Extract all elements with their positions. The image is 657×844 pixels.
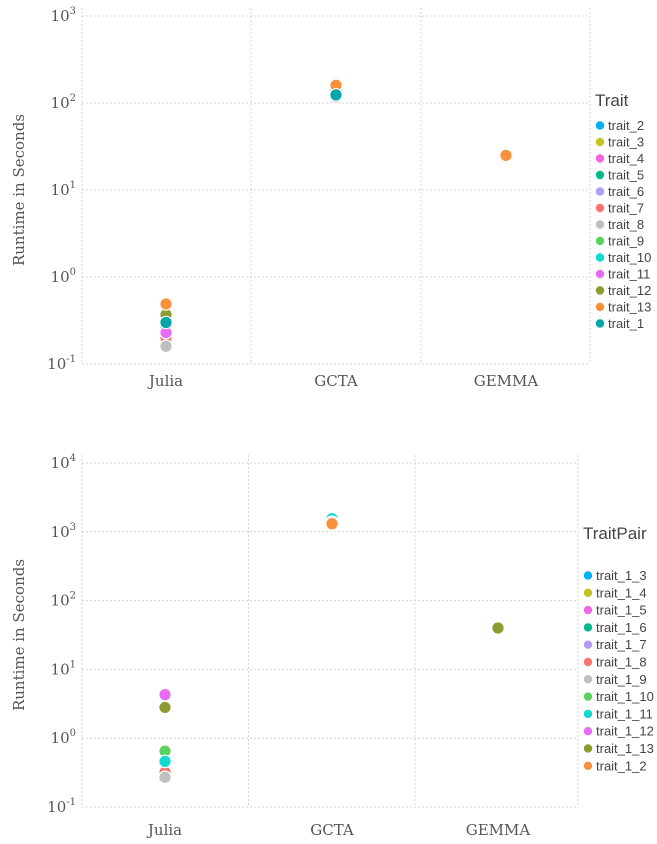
- legend-label: trait_6: [608, 184, 644, 199]
- legend-swatch: [595, 137, 605, 147]
- legend-label: trait_1_7: [596, 637, 647, 652]
- legend-label: trait_2: [608, 118, 644, 133]
- legend-label: trait_1_6: [596, 620, 647, 635]
- y-tick-label: 101: [51, 659, 76, 678]
- y-tick-label: 102: [51, 591, 76, 610]
- legend-swatch: [583, 727, 593, 736]
- y-tick-label: 100: [51, 267, 76, 286]
- legend-swatch: [595, 154, 605, 163]
- chart-svg-traitpair: 10-1 100 101 102 103 104 Julia GCTA GEMMA Runtime…: [10, 453, 654, 839]
- data-point-trait_1_11-julia: [158, 754, 172, 769]
- legend-swatch: [595, 121, 605, 130]
- legend-swatch: [595, 319, 605, 328]
- y-axis-title: Runtime in Seconds: [10, 559, 28, 711]
- legend-label: trait_3: [608, 135, 644, 150]
- data-point-trait_1_13-gemma: [491, 621, 505, 635]
- legend-label: trait_9: [608, 234, 644, 249]
- runtime-chart-traitpair: 10-1 100 101 102 103 104 Julia GCTA GEMMA Runtime…: [0, 435, 657, 844]
- legend-label: trait_1_12: [596, 724, 654, 739]
- legend-label: trait_5: [608, 168, 644, 183]
- y-tick-label: 102: [51, 93, 76, 112]
- legend-label: trait_1_8: [596, 655, 647, 670]
- legend-swatch: [583, 692, 593, 701]
- legend-swatch: [583, 571, 593, 580]
- chart-svg-trait: 10-1 100 101 102 103 Julia GCTA GEMMA Runtime in…: [10, 6, 651, 390]
- y-tick-label: 101: [51, 180, 76, 199]
- legend-label: trait_11: [608, 267, 650, 282]
- legend-label: trait_4: [608, 151, 644, 166]
- legend-swatch: [583, 709, 593, 719]
- legend-label: trait_1_10: [596, 689, 654, 704]
- data-point-trait_1_12-julia: [158, 687, 172, 702]
- legend-swatch: [595, 236, 605, 246]
- legend-swatch: [595, 269, 605, 279]
- data-point-trait_13-gemma: [499, 148, 513, 163]
- data-point-trait_1-julia: [159, 315, 173, 330]
- legend-swatch: [595, 170, 605, 180]
- data-point-trait_1-gcta: [329, 88, 343, 102]
- x-tick-label: GCTA: [314, 372, 358, 390]
- legend-swatch: [595, 253, 605, 262]
- data-point-trait_1_13-julia: [158, 700, 172, 715]
- y-tick-label: 10-1: [47, 354, 76, 373]
- y-axis-title: Runtime in Seconds: [10, 114, 28, 266]
- legend-swatch: [595, 302, 605, 312]
- legend-label: trait_7: [608, 201, 644, 216]
- y-tick-label: 103: [51, 522, 76, 541]
- legend-label: trait_1_2: [596, 758, 647, 773]
- y-tick-label: 10-1: [47, 797, 76, 816]
- y-tick-label: 100: [51, 728, 76, 747]
- legend-label: trait_8: [608, 217, 644, 232]
- legend-swatch: [595, 203, 605, 213]
- legend-swatch: [583, 640, 593, 649]
- data-point-trait_1_9-julia: [158, 770, 172, 785]
- legend-swatch: [595, 220, 605, 229]
- runtime-chart-trait: 10-1 100 101 102 103 Julia GCTA GEMMA Runtime in…: [0, 0, 657, 400]
- legend-label: trait_13: [608, 300, 651, 315]
- legend-label: trait_1_5: [596, 603, 647, 618]
- legend-swatch: [583, 623, 593, 632]
- legend-label: trait_1_9: [596, 672, 647, 687]
- legend-label: trait_12: [608, 283, 651, 298]
- legend-label: trait_1_4: [596, 585, 647, 600]
- y-tick-label: 103: [51, 6, 76, 25]
- legend-label: trait_1_13: [596, 741, 654, 756]
- legend-swatch: [583, 675, 593, 684]
- y-tick-label: 104: [51, 453, 76, 472]
- legend-label: trait_1: [608, 316, 644, 331]
- legend-swatch: [595, 286, 605, 295]
- x-tick-label: GEMMA: [466, 821, 531, 839]
- legend-swatch: [583, 588, 593, 597]
- legend-label: trait_1_11: [596, 706, 653, 721]
- legend-swatch: [583, 744, 593, 753]
- legend-title: Trait: [595, 91, 629, 110]
- x-tick-label: GCTA: [310, 821, 354, 839]
- legend-swatch: [595, 187, 605, 196]
- data-point-trait_13-julia: [159, 297, 173, 311]
- data-point-trait_8-julia: [159, 339, 173, 354]
- x-tick-label: Julia: [146, 821, 182, 839]
- legend-label: trait_10: [608, 250, 651, 265]
- data-point-trait_1_2-gcta: [325, 516, 339, 531]
- legend-swatch: [583, 761, 593, 770]
- legend-swatch: [583, 657, 593, 667]
- legend-swatch: [583, 605, 593, 615]
- legend-title: TraitPair: [583, 524, 647, 543]
- x-tick-label: Julia: [147, 372, 183, 390]
- legend-label: trait_1_3: [596, 568, 647, 583]
- x-tick-label: GEMMA: [474, 372, 539, 390]
